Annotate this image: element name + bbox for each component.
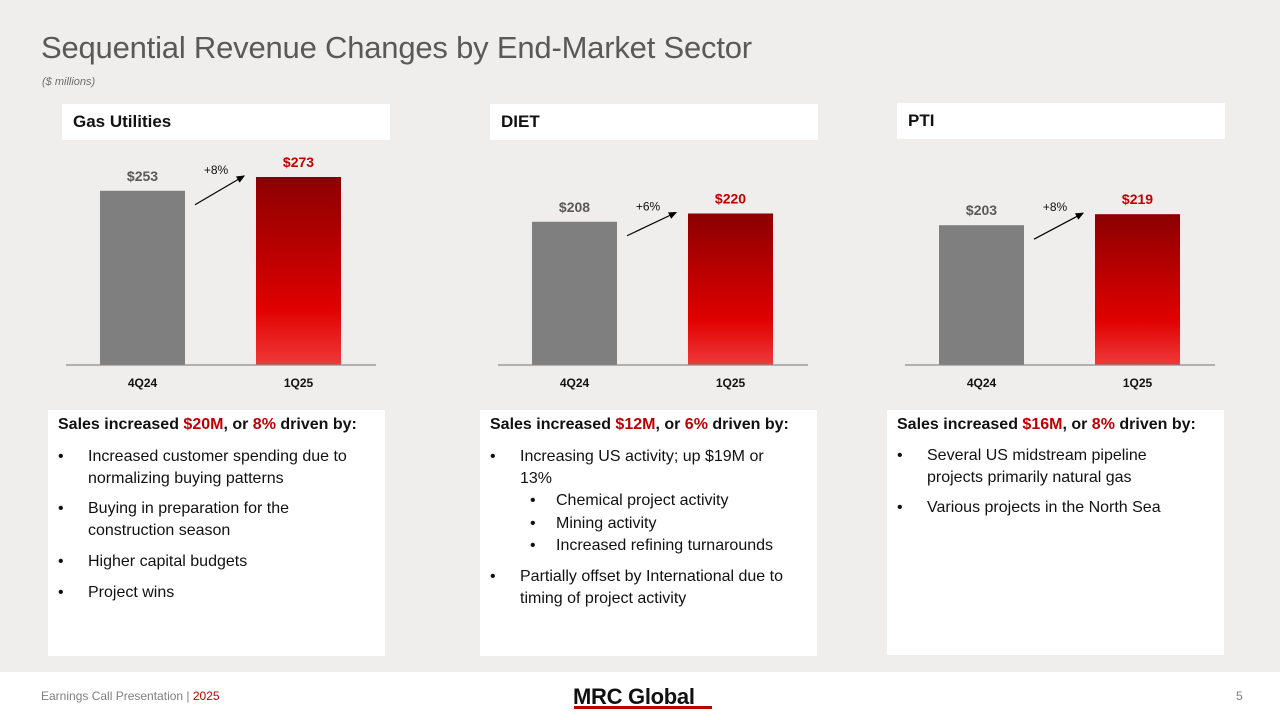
list-item: • Chemical project activity: [530, 492, 729, 509]
chart-svg-2: $203 4Q24 $219 1Q25 +8%: [905, 191, 1215, 390]
bar-4Q24: [532, 221, 617, 365]
list-item: • Mining activity: [530, 515, 657, 532]
chart-svg-1: $208 4Q24 $220 1Q25 +6%: [498, 190, 808, 390]
bar-1Q25: [1095, 214, 1180, 365]
textbox-diet: Sales increased $12M, or 6% driven by: •…: [480, 410, 817, 656]
list-item: • Increased customer spending due to norm…: [58, 448, 347, 487]
chart-svg-0: $253 4Q24 $273 1Q25 +8%: [66, 154, 376, 390]
tick-label: 1Q25: [284, 376, 314, 390]
panel-header-diet: DIET: [490, 104, 818, 140]
tick-label: 4Q24: [560, 376, 590, 390]
bar-4Q24: [100, 190, 185, 365]
summary-line: Sales increased $20M, or 8% driven by:: [58, 416, 357, 433]
tick-label: 4Q24: [967, 376, 997, 390]
bar-1Q25: [688, 213, 773, 365]
textbox-gas-utilities: Sales increased $20M, or 8% driven by: •…: [48, 410, 385, 656]
page-number: 5: [1236, 689, 1243, 703]
value-label: $253: [127, 168, 158, 184]
list-item: • Several US midstream pipeline projects …: [897, 447, 1147, 486]
bar-1Q25: [256, 177, 341, 365]
page-title: Sequential Revenue Changes by End-Market…: [41, 30, 752, 65]
change-label: +8%: [204, 163, 229, 177]
list-item: • Buying in preparation for the construct…: [58, 500, 290, 539]
value-label: $203: [966, 202, 997, 218]
panel-header-gas-utilities: Gas Utilities: [62, 104, 390, 140]
list-item: • Increased refining turnarounds: [530, 537, 774, 554]
growth-arrow: [626, 211, 678, 237]
logo-underline: [574, 706, 712, 709]
list-item: • Partially offset by International due t…: [490, 568, 783, 607]
panel-header-pti: PTI: [897, 103, 1225, 139]
value-label: $273: [283, 154, 314, 170]
value-label: $208: [559, 199, 590, 215]
list-item: • Various projects in the North Sea: [897, 499, 1161, 516]
footer: Earnings Call Presentation | 2025 MRC Gl…: [0, 672, 1280, 720]
chart-diet: $208 4Q24 $220 1Q25 +6%: [494, 145, 814, 395]
change-label: +6%: [636, 199, 661, 213]
summary-line: Sales increased $12M, or 6% driven by:: [490, 416, 789, 433]
growth-arrow: [194, 175, 246, 206]
growth-arrow: [1033, 212, 1085, 240]
change-label: +8%: [1043, 200, 1068, 214]
page-subtitle: ($ millions): [42, 76, 96, 88]
tick-label: 1Q25: [1123, 376, 1153, 390]
tick-label: 4Q24: [128, 376, 158, 390]
footer-label: Earnings Call Presentation | 2025: [41, 689, 220, 703]
tick-label: 1Q25: [716, 376, 746, 390]
value-label: $219: [1122, 191, 1153, 207]
summary-line: Sales increased $16M, or 8% driven by:: [897, 416, 1196, 433]
value-label: $220: [715, 190, 746, 206]
list-item: • Project wins: [58, 584, 175, 601]
textbox-pti: Sales increased $16M, or 8% driven by: •…: [887, 410, 1224, 655]
list-item: • Increasing US activity; up $19M or 13%: [490, 448, 764, 487]
chart-pti: $203 4Q24 $219 1Q25 +8%: [901, 145, 1221, 395]
chart-gas-utilities: $253 4Q24 $273 1Q25 +8%: [62, 145, 382, 395]
list-item: • Higher capital budgets: [58, 553, 248, 570]
company-logo: MRC Global: [573, 684, 695, 709]
bar-4Q24: [939, 225, 1024, 365]
